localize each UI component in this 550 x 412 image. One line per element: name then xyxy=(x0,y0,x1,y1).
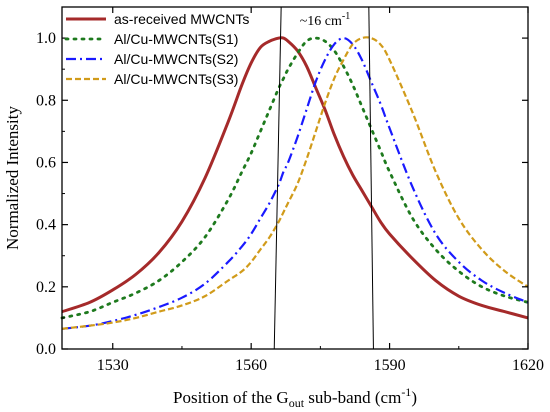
series-line-1 xyxy=(61,36,529,320)
y-tick-label: 0.4 xyxy=(36,217,56,234)
series-line-3 xyxy=(61,36,529,330)
y-tick-label: 0.0 xyxy=(36,341,56,358)
y-tick-label: 0.8 xyxy=(36,92,56,109)
y-tick-label: 0.2 xyxy=(36,279,56,296)
legend-label-2: Al/Cu-MWCNTs(S1) xyxy=(114,31,238,47)
x-tick-label: 1620 xyxy=(512,357,544,374)
x-tick-label: 1560 xyxy=(235,357,267,374)
series-line-2 xyxy=(60,36,530,320)
legend-label-4: Al/Cu-MWCNTs(S3) xyxy=(114,71,238,87)
y-axis-title: Normalized Intensity xyxy=(3,106,22,250)
legend-label-1: as-received MWCNTs xyxy=(114,11,249,27)
annotation-line-left xyxy=(273,6,282,350)
plot-frame xyxy=(61,6,529,350)
x-axis-title-superscript: -1 xyxy=(401,385,411,399)
legend: as-received MWCNTs Al/Cu-MWCNTs(S1) Al/Cu-… xyxy=(64,11,249,87)
x-tick-label: 1590 xyxy=(374,357,406,374)
annotation: ~16 cm-1 xyxy=(273,6,374,350)
x-tick-label: 1530 xyxy=(97,357,129,374)
series-line-4 xyxy=(61,36,529,330)
annotation-label: ~16 cm-1 xyxy=(300,11,351,29)
annotation-line-right xyxy=(368,6,374,350)
axis-ticks: 1530 1560 1590 1620 0.0 0.2 0.4 0.6 0.8 1.0 xyxy=(36,6,544,374)
x-axis-title-part: ) xyxy=(411,388,417,407)
x-axis-title: Position of the Gout sub-band (cm-1) xyxy=(173,385,417,410)
series-curves xyxy=(60,36,530,330)
x-axis-title-subscript: out xyxy=(289,396,305,410)
y-tick-label: 0.6 xyxy=(36,154,56,171)
legend-label-3: Al/Cu-MWCNTs(S2) xyxy=(114,51,238,67)
y-tick-label: 1.0 xyxy=(36,30,56,47)
x-axis-title-part: sub-band (cm xyxy=(304,388,401,407)
x-axis-title-part: Position of the G xyxy=(173,388,289,407)
